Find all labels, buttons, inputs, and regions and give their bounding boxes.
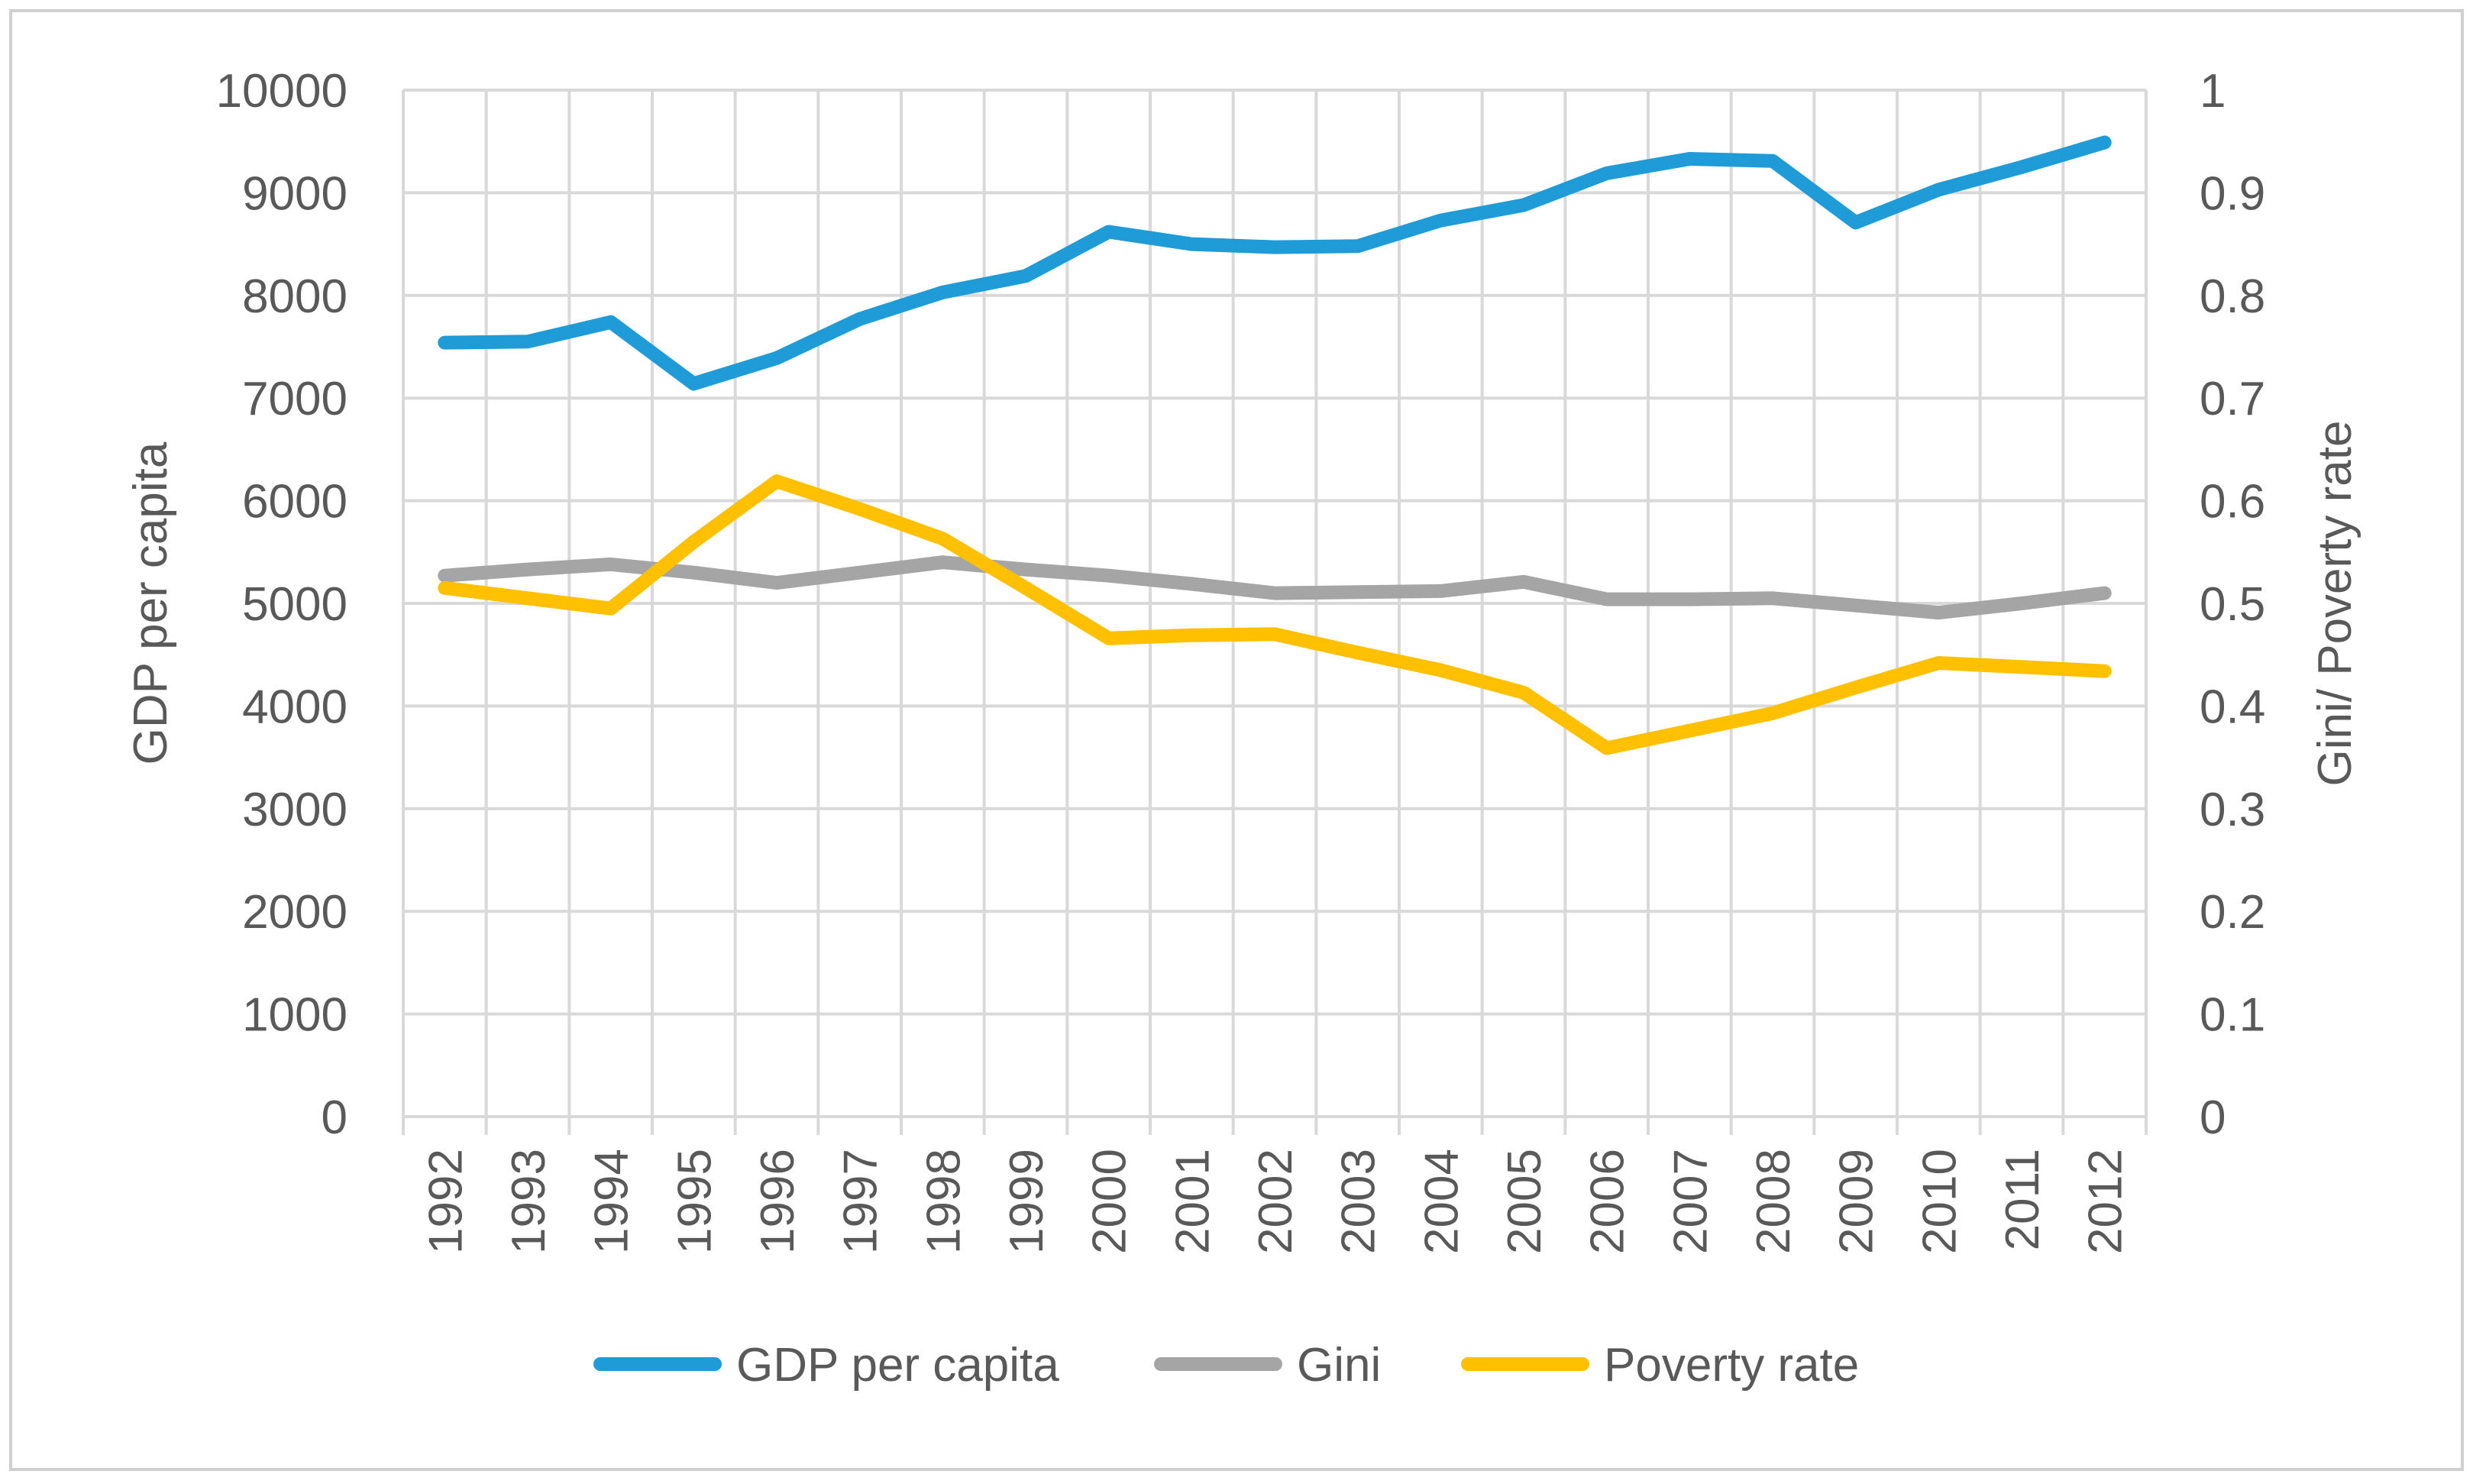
legend-label-gdp-per-capita: GDP per capita — [736, 1339, 1059, 1392]
y-right-tick-label: 0.7 — [2200, 373, 2265, 425]
y-right-tick-label: 0.9 — [2200, 167, 2265, 220]
y-right-tick-label: 0.3 — [2200, 784, 2265, 836]
y-axis-left-title: GDP per capita — [124, 441, 177, 765]
y-right-tick-label: 0.4 — [2200, 681, 2265, 733]
line-chart: 0100020003000400050006000700080009000100… — [0, 0, 2473, 1480]
y-right-tick-label: 0.5 — [2200, 578, 2265, 631]
chart-frame: 0100020003000400050006000700080009000100… — [0, 0, 2473, 1480]
x-tick-label: 1998 — [917, 1149, 970, 1254]
x-tick-label: 2009 — [1831, 1149, 1883, 1254]
x-tick-label: 1997 — [835, 1149, 887, 1254]
x-tick-label: 1994 — [586, 1149, 638, 1254]
y-left-tick-label: 9000 — [242, 167, 348, 220]
x-tick-label: 1996 — [752, 1149, 804, 1254]
y-right-tick-label: 1 — [2200, 65, 2226, 118]
y-left-tick-label: 4000 — [242, 681, 348, 733]
x-tick-label: 2001 — [1166, 1149, 1219, 1254]
y-left-tick-label: 3000 — [242, 784, 348, 836]
x-tick-label: 1999 — [1001, 1149, 1053, 1254]
y-left-tick-label: 5000 — [242, 578, 348, 631]
legend-label-gini: Gini — [1297, 1339, 1381, 1392]
y-right-tick-label: 0 — [2200, 1091, 2226, 1144]
y-right-tick-label: 0.8 — [2200, 270, 2265, 323]
x-tick-label: 2004 — [1415, 1149, 1468, 1254]
x-tick-label: 2003 — [1333, 1149, 1385, 1254]
x-tick-label: 2011 — [1996, 1149, 2049, 1250]
x-tick-label: 1993 — [503, 1149, 555, 1254]
y-left-tick-label: 8000 — [242, 270, 348, 323]
x-tick-label: 2002 — [1249, 1149, 1302, 1254]
x-tick-label: 2005 — [1498, 1149, 1551, 1254]
y-right-tick-label: 0.1 — [2200, 989, 2265, 1042]
x-tick-label: 2012 — [2080, 1149, 2132, 1254]
x-tick-label: 2000 — [1084, 1149, 1136, 1254]
y-left-tick-label: 2000 — [242, 886, 348, 939]
x-tick-label: 2010 — [1913, 1149, 1966, 1254]
x-tick-label: 1995 — [668, 1149, 721, 1254]
y-left-tick-label: 1000 — [242, 989, 348, 1042]
x-tick-label: 2006 — [1582, 1149, 1634, 1254]
y-right-tick-label: 0.2 — [2200, 886, 2265, 939]
legend-label-poverty-rate: Poverty rate — [1604, 1339, 1859, 1392]
x-tick-label: 1992 — [419, 1149, 472, 1254]
y-right-tick-label: 0.6 — [2200, 476, 2265, 529]
y-left-tick-label: 7000 — [242, 373, 348, 425]
x-tick-label: 2007 — [1664, 1149, 1717, 1254]
y-left-tick-label: 6000 — [242, 476, 348, 529]
x-tick-label: 2008 — [1747, 1149, 1800, 1254]
y-axis-right-title: Gini/ Poverty rate — [2309, 421, 2361, 787]
y-left-tick-label: 10000 — [216, 65, 348, 118]
y-left-tick-label: 0 — [322, 1091, 348, 1144]
